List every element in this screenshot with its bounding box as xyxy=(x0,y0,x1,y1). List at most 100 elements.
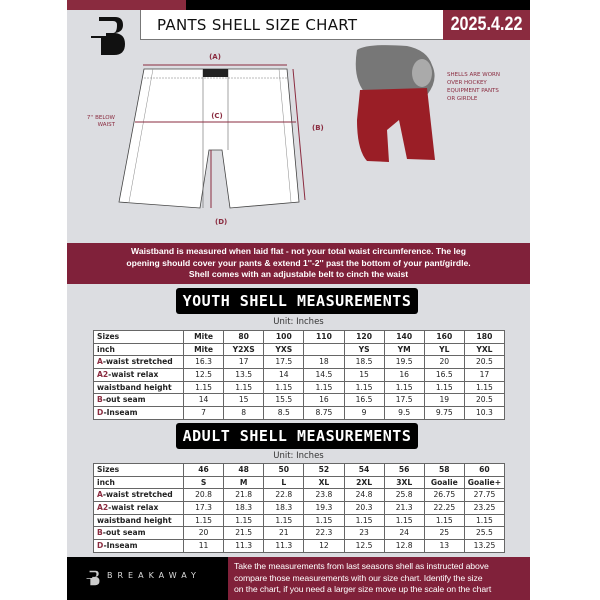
table-cell: 3XL xyxy=(383,475,425,490)
belt-buckle xyxy=(203,69,228,77)
pants-drawing xyxy=(118,68,300,209)
measure-name: -Inseam xyxy=(103,540,138,550)
table-cell: YS xyxy=(343,342,385,357)
row-label: Sizes xyxy=(93,463,184,477)
info-line: opening should cover your pants & extend… xyxy=(126,257,471,268)
table-cell: S xyxy=(182,475,225,490)
table-cell: 17 xyxy=(223,355,265,370)
table-row: D-Inseam 11 11.3 11.3 12 12.5 12.8 13 13.25 xyxy=(93,539,506,553)
table-cell: 12.8 xyxy=(383,539,425,553)
table-row: A2-waist relax 17.3 18.3 18.3 19.3 20.3 21.3 22… xyxy=(93,501,506,515)
measure-name: -Inseam xyxy=(103,407,138,417)
table-cell: Goalie xyxy=(423,475,465,490)
table-row: inch Mite Y2XS YXS YS YM YL YXL xyxy=(93,342,506,357)
table-cell: 11 xyxy=(182,539,225,553)
table-cell: 9.5 xyxy=(383,406,425,420)
table-cell: 21.8 xyxy=(223,488,265,503)
info-line: Shell comes with an adjustable belt to c… xyxy=(188,269,409,279)
table-row: inch S M L XL 2XL 3XL Goalie Goalie+ xyxy=(93,475,506,490)
measure-code: A2 xyxy=(97,369,109,379)
table-row: waistband height 1.15 1.15 1.15 1.15 1.15 1.15… xyxy=(93,513,506,528)
measure-code: A xyxy=(97,490,103,500)
table-cell: 21.3 xyxy=(383,501,425,515)
table-cell: 15 xyxy=(223,393,265,408)
row-label: D-Inseam xyxy=(93,406,184,420)
measure-name: -waist stretched xyxy=(102,357,173,367)
footer-brand-block: BREAKAWAY xyxy=(67,557,228,600)
table-cell: 1.15 xyxy=(223,513,265,528)
table-cell: 56 xyxy=(383,463,425,477)
table-cell: 16.3 xyxy=(182,355,225,370)
table-row: B-out seam 14 15 15.5 16 16.5 17.5 19 20.5 xyxy=(93,393,506,408)
measure-code: B xyxy=(97,528,103,538)
photo-note-4: OR GIRDLE xyxy=(447,96,478,102)
table-cell: 1.15 xyxy=(383,513,425,528)
below-waist-note-2: WAIST xyxy=(98,122,116,128)
table-cell: 13.25 xyxy=(463,539,506,553)
table-cell: 9.75 xyxy=(423,406,465,420)
table-cell: 46 xyxy=(182,463,225,477)
row-label: B-out seam xyxy=(93,526,184,541)
size-chart-page: PANTS SHELL SIZE CHART 2025.4.22 (A) (C)… xyxy=(67,0,530,600)
row-label: inch xyxy=(93,475,184,490)
table-cell: 20.5 xyxy=(463,393,506,408)
adult-section-title: ADULT SHELL MEASUREMENTS xyxy=(176,423,418,449)
table-cell: 1.15 xyxy=(463,513,506,528)
table-cell: 12.5 xyxy=(343,539,385,553)
label-d: (D) xyxy=(215,218,227,226)
table-cell: Y2XS xyxy=(223,342,265,357)
table-row: D-Inseam 7 8 8.5 8.75 9 9.5 9.75 10.3 xyxy=(93,406,506,420)
table-cell: 2XL xyxy=(343,475,385,490)
table-cell: 19.3 xyxy=(303,501,345,515)
top-bar-accent xyxy=(67,0,186,10)
measure-code: D xyxy=(97,407,104,417)
table-cell: 22.3 xyxy=(303,526,345,541)
row-label: D-Inseam xyxy=(93,539,184,553)
table-cell: 25.8 xyxy=(383,488,425,503)
table-cell: 12.5 xyxy=(182,368,225,382)
table-cell: 1.15 xyxy=(182,513,225,528)
table-cell: 25.5 xyxy=(463,526,506,541)
table-cell: YL xyxy=(423,342,465,357)
table-cell: 14.5 xyxy=(303,368,345,382)
adult-unit-label: Unit: Inches xyxy=(273,451,324,461)
table-cell: 20 xyxy=(423,355,465,370)
table-row: B-out seam 20 21.5 21 22.3 23 24 25 25.5 xyxy=(93,526,506,541)
measure-name: -waist stretched xyxy=(102,490,173,500)
table-cell: 15.5 xyxy=(263,393,305,408)
table-cell: 1.15 xyxy=(182,380,225,395)
table-row: Sizes Mite 80 100 110 120 140 160 180 xyxy=(93,330,506,344)
photo-note-1: SHELLS ARE WORN xyxy=(447,72,500,78)
label-b: (B) xyxy=(312,124,324,132)
table-row: A-waist stretched 16.3 17 17.5 18 18.5 19.5 20 2… xyxy=(93,355,506,370)
pants-shell-photo xyxy=(355,45,435,162)
row-label: B-out seam xyxy=(93,393,184,408)
table-cell: 8.5 xyxy=(263,406,305,420)
table-cell: 24.8 xyxy=(343,488,385,503)
table-cell: 24 xyxy=(383,526,425,541)
table-cell: 8 xyxy=(223,406,265,420)
instruction-line: compare those measurements with our size… xyxy=(234,572,483,583)
measure-name: Sizes xyxy=(97,464,120,474)
table-cell: 60 xyxy=(463,463,506,477)
table-cell: 8.75 xyxy=(303,406,345,420)
table-cell: 20.3 xyxy=(343,501,385,515)
brand-name: BREAKAWAY xyxy=(107,571,201,580)
instruction-line: on the chart, if you need a larger size … xyxy=(234,584,492,594)
measure-name: inch xyxy=(97,477,115,487)
table-cell: 1.15 xyxy=(303,380,345,395)
table-cell: 1.15 xyxy=(223,380,265,395)
table-cell: 21 xyxy=(263,526,305,541)
page-title: PANTS SHELL SIZE CHART xyxy=(157,16,358,34)
table-cell: 12 xyxy=(303,539,345,553)
table-cell: 16 xyxy=(383,368,425,382)
table-cell: 13.5 xyxy=(223,368,265,382)
table-cell: 80 xyxy=(223,330,265,344)
table-cell: 50 xyxy=(263,463,305,477)
table-cell: 27.75 xyxy=(463,488,506,503)
measure-name: waistband height xyxy=(97,382,172,392)
info-band: Waistband is measured when laid flat - n… xyxy=(67,243,530,284)
table-cell: Goalie+ xyxy=(463,475,506,490)
table-row: A-waist stretched 20.8 21.8 22.8 23.8 24.8 25.… xyxy=(93,488,506,503)
table-cell: 1.15 xyxy=(263,513,305,528)
